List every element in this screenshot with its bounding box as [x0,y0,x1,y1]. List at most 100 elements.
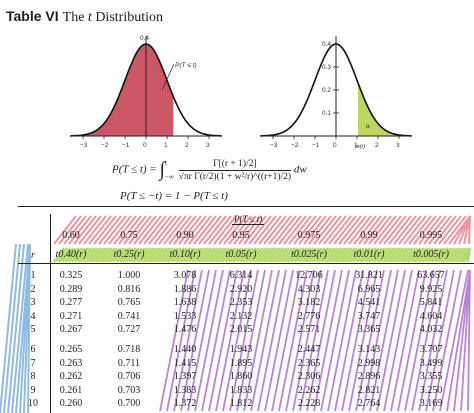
x-tick-label: −2 [101,142,109,149]
table-cell: 2.015 [229,324,253,336]
right-density-plot: 0.4 0.3 0.2 0.1 α tα(r) −3 −2 −1 0 1 2 3 [260,36,412,150]
integral-sign: ∫ [159,158,165,181]
page-title: Table VI The t Distribution [6,8,163,26]
prob-cell: 0.75 [120,230,138,241]
table-cell: 2.365 [297,357,321,369]
t-alpha-label: tα(r) [355,144,365,150]
row-df-label: 8 [30,371,36,383]
table-cell: 0.765 [117,297,141,309]
table-cell: 2.353 [229,297,253,309]
table-cell: 1.440 [173,344,197,355]
y-tick-label: 0.4 [322,41,331,48]
table-cell: 1.000 [117,270,141,281]
x-tick-label: 3 [206,142,210,149]
table-cell: 2.776 [297,310,321,322]
table-cell: 1.533 [173,310,197,322]
table-cell: 31.821 [355,270,383,281]
table-cell: 0.260 [59,398,83,410]
table-cell: 2.920 [229,283,253,295]
table-cell: 3.365 [357,324,381,336]
symmetry-formula: P(T ≤ −t) = 1 − P(T ≤ t) [120,190,228,202]
table-cell: 5.841 [419,297,443,309]
formula-lhs: P(T ≤ t) = [112,163,157,176]
prob-cell: 0.60 [62,230,80,241]
table-cell: 2.447 [297,344,321,355]
formula-denominator: √πr Γ(r/2)(1 + w²/r)^((r+1)/2) [178,171,292,182]
row-df-label: 1 [30,270,36,281]
left-density-plot: 0.4 P(T ≤ t) −3 −2 −1 0 1 2 3 [70,35,222,149]
r-column-label: r [31,250,35,261]
row-df-label: 3 [30,297,36,309]
row-df-label: 9 [30,384,36,396]
table-cell: 0.700 [117,398,141,410]
y-tick-label: 0.1 [322,110,331,117]
t-header-cell: t0.01(r) [353,249,385,260]
red-scribble [53,215,471,245]
table-cell: 1.372 [173,398,197,410]
formula-fraction: Γ[(r + 1)/2] √πr Γ(r/2)(1 + w²/r)^((r+1)… [178,159,292,182]
highlighter-scribbles [0,215,472,413]
blue-scribble [0,243,31,413]
cdf-formula: P(T ≤ t) = ∫ t −∞ Γ[(r + 1)/2] √πr Γ(r/2)(… [112,156,307,184]
t-header-cell: t0.10(r) [169,249,201,260]
table-cell: 0.262 [59,371,83,383]
table-cell: 0.265 [59,344,83,355]
purple-scribble [159,269,471,412]
y-tick-label: 0.3 [322,64,331,71]
x-tick-label: 1 [164,142,168,149]
table-cell: 0.718 [117,344,141,355]
table-cell: 0.289 [59,283,83,295]
table-cell: 63.657 [417,270,445,281]
table-cell: 0.263 [59,357,83,369]
x-tick-label: −1 [122,142,130,149]
table-cell: 3.355 [419,371,443,383]
t-header-cell: t0.025(r) [291,249,327,260]
label-pointer [161,63,175,91]
table-cell: 1.833 [229,384,253,396]
table-column-rule [50,214,51,413]
table-cell: 1.895 [229,357,253,369]
t-header-cell: t0.40(r) [55,249,87,260]
x-tick-label: 0 [143,142,147,149]
y-tick-label: 0.2 [322,87,331,94]
table-number: Table VI [6,8,59,24]
table-cell: 1.397 [173,371,197,383]
table-cell: 0.816 [117,283,141,295]
table-cell: 12.706 [295,270,323,281]
right-x-ticks: −3 −2 −1 0 1 2 3 [270,136,400,149]
table-cell: 4.541 [357,297,381,309]
table-cell: 1.383 [173,384,197,396]
table-cell: 2.306 [297,371,321,383]
table-cell: 2.896 [357,371,381,383]
table-cell: 0.741 [117,310,141,322]
table-cell: 2.821 [357,384,381,396]
table-cell: 2.132 [229,310,253,322]
row-df-label: 6 [30,344,36,355]
right-y-ticks: 0.4 0.3 0.2 0.1 [322,41,339,117]
prob-cell: 0.995 [419,230,443,241]
table-cell: 1.638 [173,297,197,309]
prob-header: P(T ≤ t) [232,214,265,225]
formula-numerator: Γ[(r + 1)/2] [178,159,292,171]
table-cell: 1.860 [229,371,253,383]
row-df-label: 5 [30,324,36,336]
alpha-shaded-area [358,83,412,136]
x-tick-label: −3 [270,142,278,149]
table-cell: 3.250 [419,384,443,396]
table-cell: 0.727 [117,324,141,336]
table-cell: 0.325 [59,270,83,281]
x-tick-label: 1 [354,142,358,149]
table-cell: 3.078 [173,270,197,281]
t-distribution-table: P(T ≤ t) 0.60 0.75 0.90 0.95 0.975 0.99 0.995 … [0,206,474,413]
table-cell: 2.228 [297,398,321,410]
header-rule [18,263,474,264]
x-tick-label: 3 [396,142,400,149]
t-header-cell: t0.25(r) [113,249,145,260]
table-cell: 6.314 [229,270,253,281]
table-cell: 0.277 [59,297,83,309]
table-cell: 3.499 [419,357,443,369]
table-cell: 6.965 [357,283,381,295]
x-tick-label: 2 [375,142,379,149]
table-cell: 1.886 [173,283,197,295]
table-cell: 3.169 [419,398,443,410]
